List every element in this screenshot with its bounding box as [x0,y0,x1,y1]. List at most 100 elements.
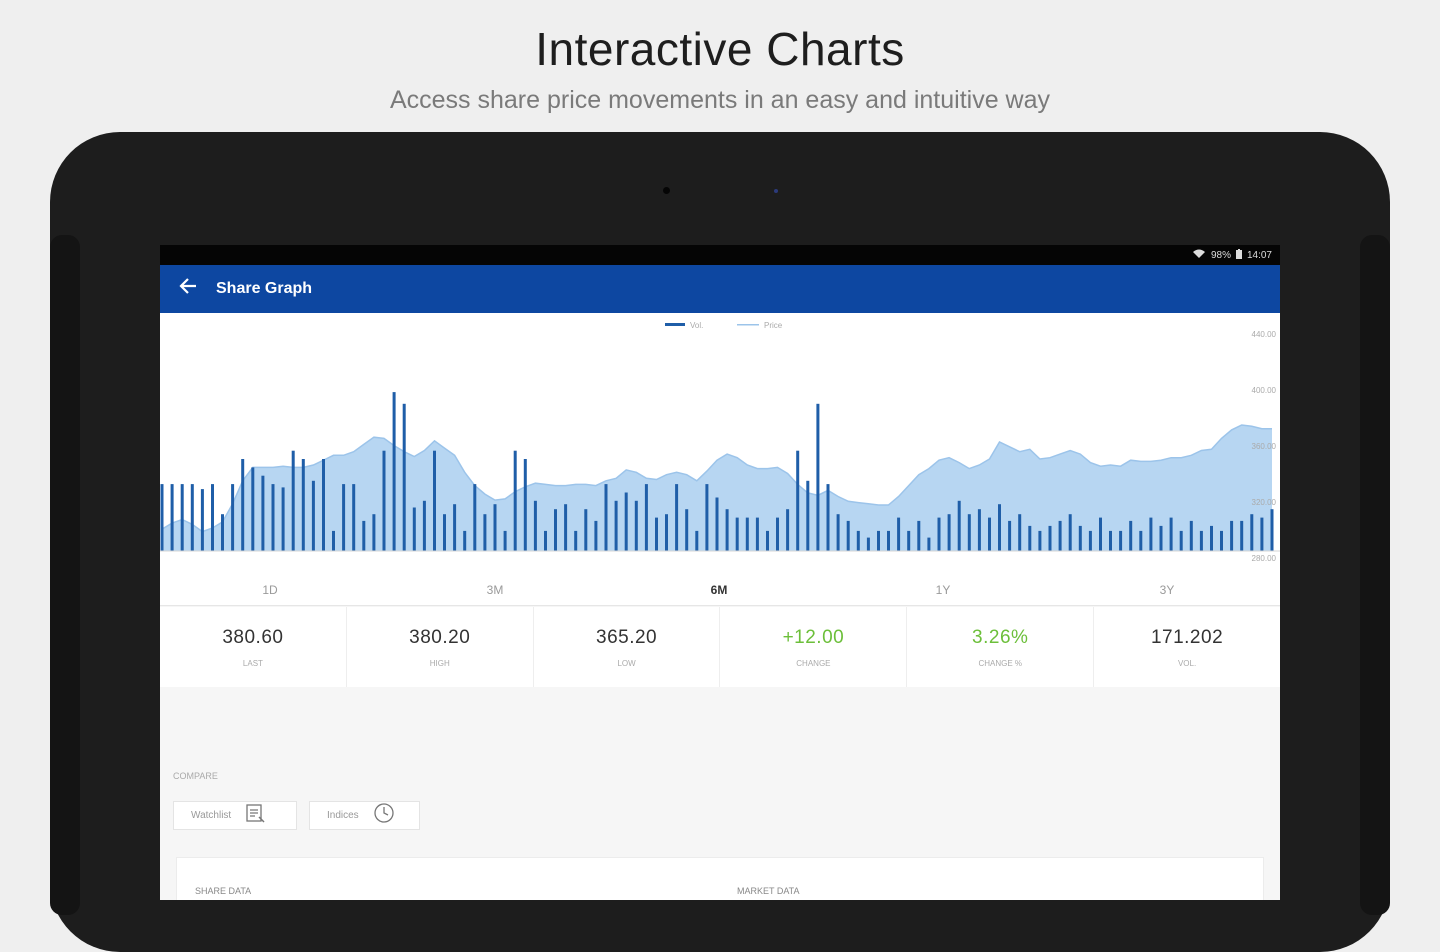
watchlist-button-label: Watchlist [191,810,232,821]
volume-bar [796,450,800,551]
volume-bar [967,514,971,551]
back-button[interactable] [160,265,216,313]
legend-vol-swatch [665,323,685,326]
app-bar: Share Graph [160,265,1280,313]
volume-bar [1240,520,1244,551]
legend-price-swatch [737,324,759,326]
volume-bar [1189,520,1193,551]
volume-bar [755,517,759,552]
details-card: SHARE DATA MARKET DATA [176,857,1264,900]
volume-bar [493,504,497,551]
stat-low-label: LOW [617,658,636,668]
volume-bar [281,487,285,551]
volume-bar [594,520,598,551]
volume-bar [564,504,568,551]
price-line [161,424,1272,533]
volume-bar [1048,525,1052,551]
volume-bar [1199,530,1203,551]
volume-bar [200,489,204,551]
volume-bar [422,500,426,551]
volume-bar [584,509,588,551]
share-chart[interactable]: 440.00 400.00 360.00 320.00 280.00 Vol. Price [160,313,1280,575]
volume-bar [574,530,578,551]
tablet-screen: 98% 14:07 Share Graph 440.00 400.00 360.00… [160,245,1280,900]
volume-bar [604,484,608,551]
stat-change: +12.00 CHANGE [720,607,908,687]
volume-bar [887,530,890,551]
status-time: 14:07 [1246,249,1272,261]
volume-bar [1169,517,1173,552]
stat-last: 380.60 LAST [160,607,347,687]
wifi-signal-icon [1192,249,1206,262]
sensor-icon [774,189,778,193]
volume-bar [634,500,638,551]
range-tab-6m[interactable]: 6M [710,583,728,597]
range-tab-3y[interactable]: 3Y [1159,583,1175,597]
volume-bar [311,480,315,551]
volume-bar [291,450,295,551]
stat-volume-label: VOL. [1177,658,1197,668]
range-tab-1y[interactable]: 1Y [935,583,951,597]
volume-bar [1078,525,1082,551]
hero-subtitle: Access share price movements in an easy … [389,86,1051,114]
share-data-heading: SHARE DATA [195,886,252,896]
volume-bar [1018,514,1022,551]
legend-vol-label: Vol. [690,321,703,330]
volume-bar [735,517,739,552]
volume-bar [877,530,880,551]
volume-bar [1109,530,1112,551]
stat-last-label: LAST [242,658,263,668]
volume-bar [503,530,507,551]
stat-high-value: 380.20 [409,626,471,648]
volume-bar [412,507,416,551]
volume-bar [806,480,810,551]
stat-volume-value: 171.202 [1150,626,1224,648]
volume-bar [957,500,961,551]
watchlist-button[interactable]: Watchlist [173,801,297,830]
volume-bar [392,392,396,551]
volume-bar [1068,514,1072,551]
volume-bar [695,530,699,551]
volume-bar [1210,525,1213,551]
volume-bar [372,514,376,551]
volume-bar [866,537,870,551]
range-tab-1d[interactable]: 1D [262,583,278,597]
status-bar: 98% 14:07 [160,245,1280,265]
volume-bar [644,484,648,551]
volume-bar [352,484,356,551]
range-selector: 1D 3M 6M 1Y 3Y [160,575,1280,606]
volume-bar [231,484,235,551]
volume-bar [190,484,194,551]
y-tick-label: 280.00 [1252,554,1277,563]
stat-low: 365.20 LOW [534,607,721,687]
price-area [162,425,1272,551]
volume-bar [927,537,931,551]
range-tab-3m[interactable]: 3M [486,583,504,597]
volume-bar [170,484,174,551]
volume-bar [907,530,911,551]
volume-bar [1058,520,1062,551]
volume-bar [1028,525,1032,551]
volume-bar [271,484,275,551]
volume-bar [1038,530,1042,551]
stat-change-label: CHANGE [796,658,831,668]
y-tick-label: 440.00 [1252,330,1277,339]
indices-button[interactable]: Indices [309,801,420,830]
volume-bar [221,514,224,551]
battery-icon [1235,248,1242,262]
volume-bar [1250,514,1254,551]
volume-bar [332,530,335,551]
share-chart-svg[interactable]: 440.00 400.00 360.00 320.00 280.00 Vol. Price [160,313,1280,575]
volume-bar [211,484,214,551]
volume-bar [1088,530,1092,551]
volume-bar [977,509,981,551]
volume-bar [554,509,557,551]
volume-bar [786,509,790,551]
volume-bar [856,530,860,551]
volume-bar [160,484,164,551]
volume-bar [463,530,467,551]
volume-bar [322,459,325,551]
volume-bar [251,467,255,551]
volume-bar [342,484,346,551]
market-data-heading: MARKET DATA [737,886,800,896]
